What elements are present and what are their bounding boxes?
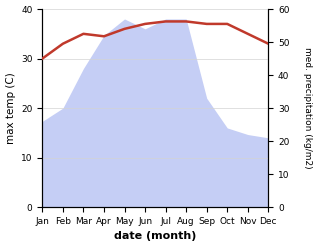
X-axis label: date (month): date (month): [114, 231, 197, 242]
Y-axis label: max temp (C): max temp (C): [5, 72, 16, 144]
Y-axis label: med. precipitation (kg/m2): med. precipitation (kg/m2): [303, 47, 313, 169]
